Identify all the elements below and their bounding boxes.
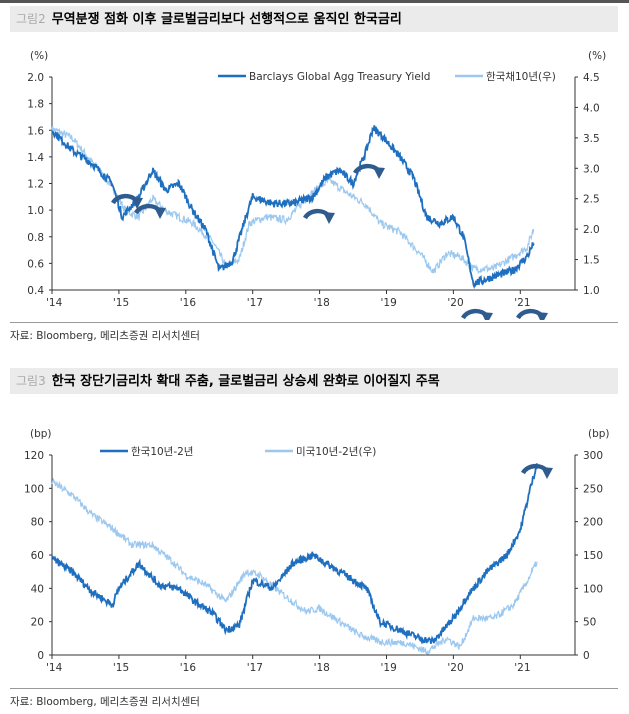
right-tick-label: 50 xyxy=(583,617,596,629)
right-tick-label: 3.5 xyxy=(583,133,600,145)
x-tick-label: '15 xyxy=(113,662,129,674)
left-tick-label: 20 xyxy=(31,617,44,629)
x-tick-label: '19 xyxy=(381,297,397,309)
x-tick-label: '20 xyxy=(447,662,463,674)
left-axis-unit: (bp) xyxy=(30,428,52,440)
arrow-head-icon xyxy=(373,167,385,179)
left-tick-label: 1.6 xyxy=(27,125,44,137)
right-tick-label: 250 xyxy=(583,483,603,495)
left-tick-label: 40 xyxy=(31,583,44,595)
x-tick-label: '14 xyxy=(46,662,63,674)
source-note: 자료: Bloomberg, 메리츠증권 리서치센터 xyxy=(10,696,200,708)
arrow-head-icon xyxy=(323,212,335,224)
divider xyxy=(10,688,618,689)
series-line xyxy=(51,125,535,275)
x-tick-label: '20 xyxy=(447,297,463,309)
right-tick-label: 2.0 xyxy=(583,224,600,236)
x-tick-label: '18 xyxy=(314,297,330,309)
series-line xyxy=(51,463,538,645)
x-tick-label: '16 xyxy=(180,297,197,309)
left-tick-label: 1.8 xyxy=(27,99,44,111)
chart-term-spread: (bp) (bp) 0 20 40 60 80 100 120 0 50 100 150 200 250 30… xyxy=(24,428,610,674)
figure-title-text: 무역분쟁 점화 이후 글로벌금리보다 선행적으로 움직인 한국금리 xyxy=(51,12,402,27)
x-tick-label: '14 xyxy=(46,297,63,309)
right-tick-label: 200 xyxy=(583,517,603,529)
left-tick-label: 0 xyxy=(37,650,44,662)
x-tick-label: '18 xyxy=(314,662,330,674)
arrow-head-icon xyxy=(154,207,166,219)
chart-korea-vs-global-yield: (%) (%) 0.4 0.6 0.8 1.0 1.2 1.4 1.6 1.8 2.0 1.0 1.5 2… xyxy=(27,50,606,320)
legend-label: 미국10년-2년(우) xyxy=(296,446,376,458)
arrow-head-icon xyxy=(536,312,548,320)
figure-title-2: 그림2 무역분쟁 점화 이후 글로벌금리보다 선행적으로 움직인 한국금리 xyxy=(10,6,618,32)
right-axis-unit: (bp) xyxy=(588,428,610,440)
left-tick-label: 1.4 xyxy=(27,152,44,164)
right-tick-label: 2.5 xyxy=(583,194,600,206)
left-tick-label: 120 xyxy=(24,450,44,462)
x-tick-label: '16 xyxy=(180,662,197,674)
divider xyxy=(10,322,618,323)
left-tick-label: 80 xyxy=(31,517,44,529)
x-tick-label: '21 xyxy=(514,297,530,309)
left-tick-label: 1.0 xyxy=(27,205,44,217)
figure-title-text: 한국 장단기금리차 확대 주춤, 글로벌금리 상승세 완화로 이어질지 주목 xyxy=(51,374,440,389)
left-tick-label: 0.6 xyxy=(27,258,44,270)
right-tick-label: 3.0 xyxy=(583,163,600,175)
right-tick-label: 0 xyxy=(583,650,590,662)
x-tick-label: '21 xyxy=(514,662,530,674)
left-tick-label: 100 xyxy=(24,483,44,495)
series-line xyxy=(51,477,538,656)
series-line xyxy=(51,125,535,290)
left-tick-label: 60 xyxy=(31,550,44,562)
x-tick-label: '17 xyxy=(247,297,263,309)
figure-title-3: 그림3 한국 장단기금리차 확대 주춤, 글로벌금리 상승세 완화로 이어질지 주… xyxy=(10,368,618,394)
arrow-head-icon xyxy=(481,312,493,320)
x-tick-label: '17 xyxy=(247,662,263,674)
right-tick-label: 1.5 xyxy=(583,255,600,267)
right-tick-label: 1.0 xyxy=(583,285,600,297)
left-tick-label: 0.4 xyxy=(27,285,44,297)
legend-label: Barclays Global Agg Treasury Yield xyxy=(249,71,430,83)
right-tick-label: 150 xyxy=(583,550,603,562)
arrow-head-icon xyxy=(541,467,553,479)
left-tick-label: 1.2 xyxy=(27,179,44,191)
source-note: 자료: Bloomberg, 메리츠증권 리서치센터 xyxy=(10,330,200,342)
left-tick-label: 2.0 xyxy=(27,72,44,84)
arrow-head-icon xyxy=(131,197,143,209)
figure-number: 그림3 xyxy=(16,374,46,388)
top-border xyxy=(0,0,629,3)
legend-label: 한국10년-2년 xyxy=(131,446,193,458)
x-tick-label: '19 xyxy=(381,662,397,674)
right-axis-unit: (%) xyxy=(588,50,606,62)
right-tick-label: 100 xyxy=(583,583,603,595)
left-tick-label: 0.8 xyxy=(27,232,44,244)
right-tick-label: 4.0 xyxy=(583,102,600,114)
left-axis-unit: (%) xyxy=(30,50,48,62)
right-tick-label: 300 xyxy=(583,450,603,462)
figure-number: 그림2 xyxy=(16,12,46,26)
legend-label: 한국채10년(우) xyxy=(486,71,556,83)
right-tick-label: 4.5 xyxy=(583,72,600,84)
x-tick-label: '15 xyxy=(113,297,129,309)
